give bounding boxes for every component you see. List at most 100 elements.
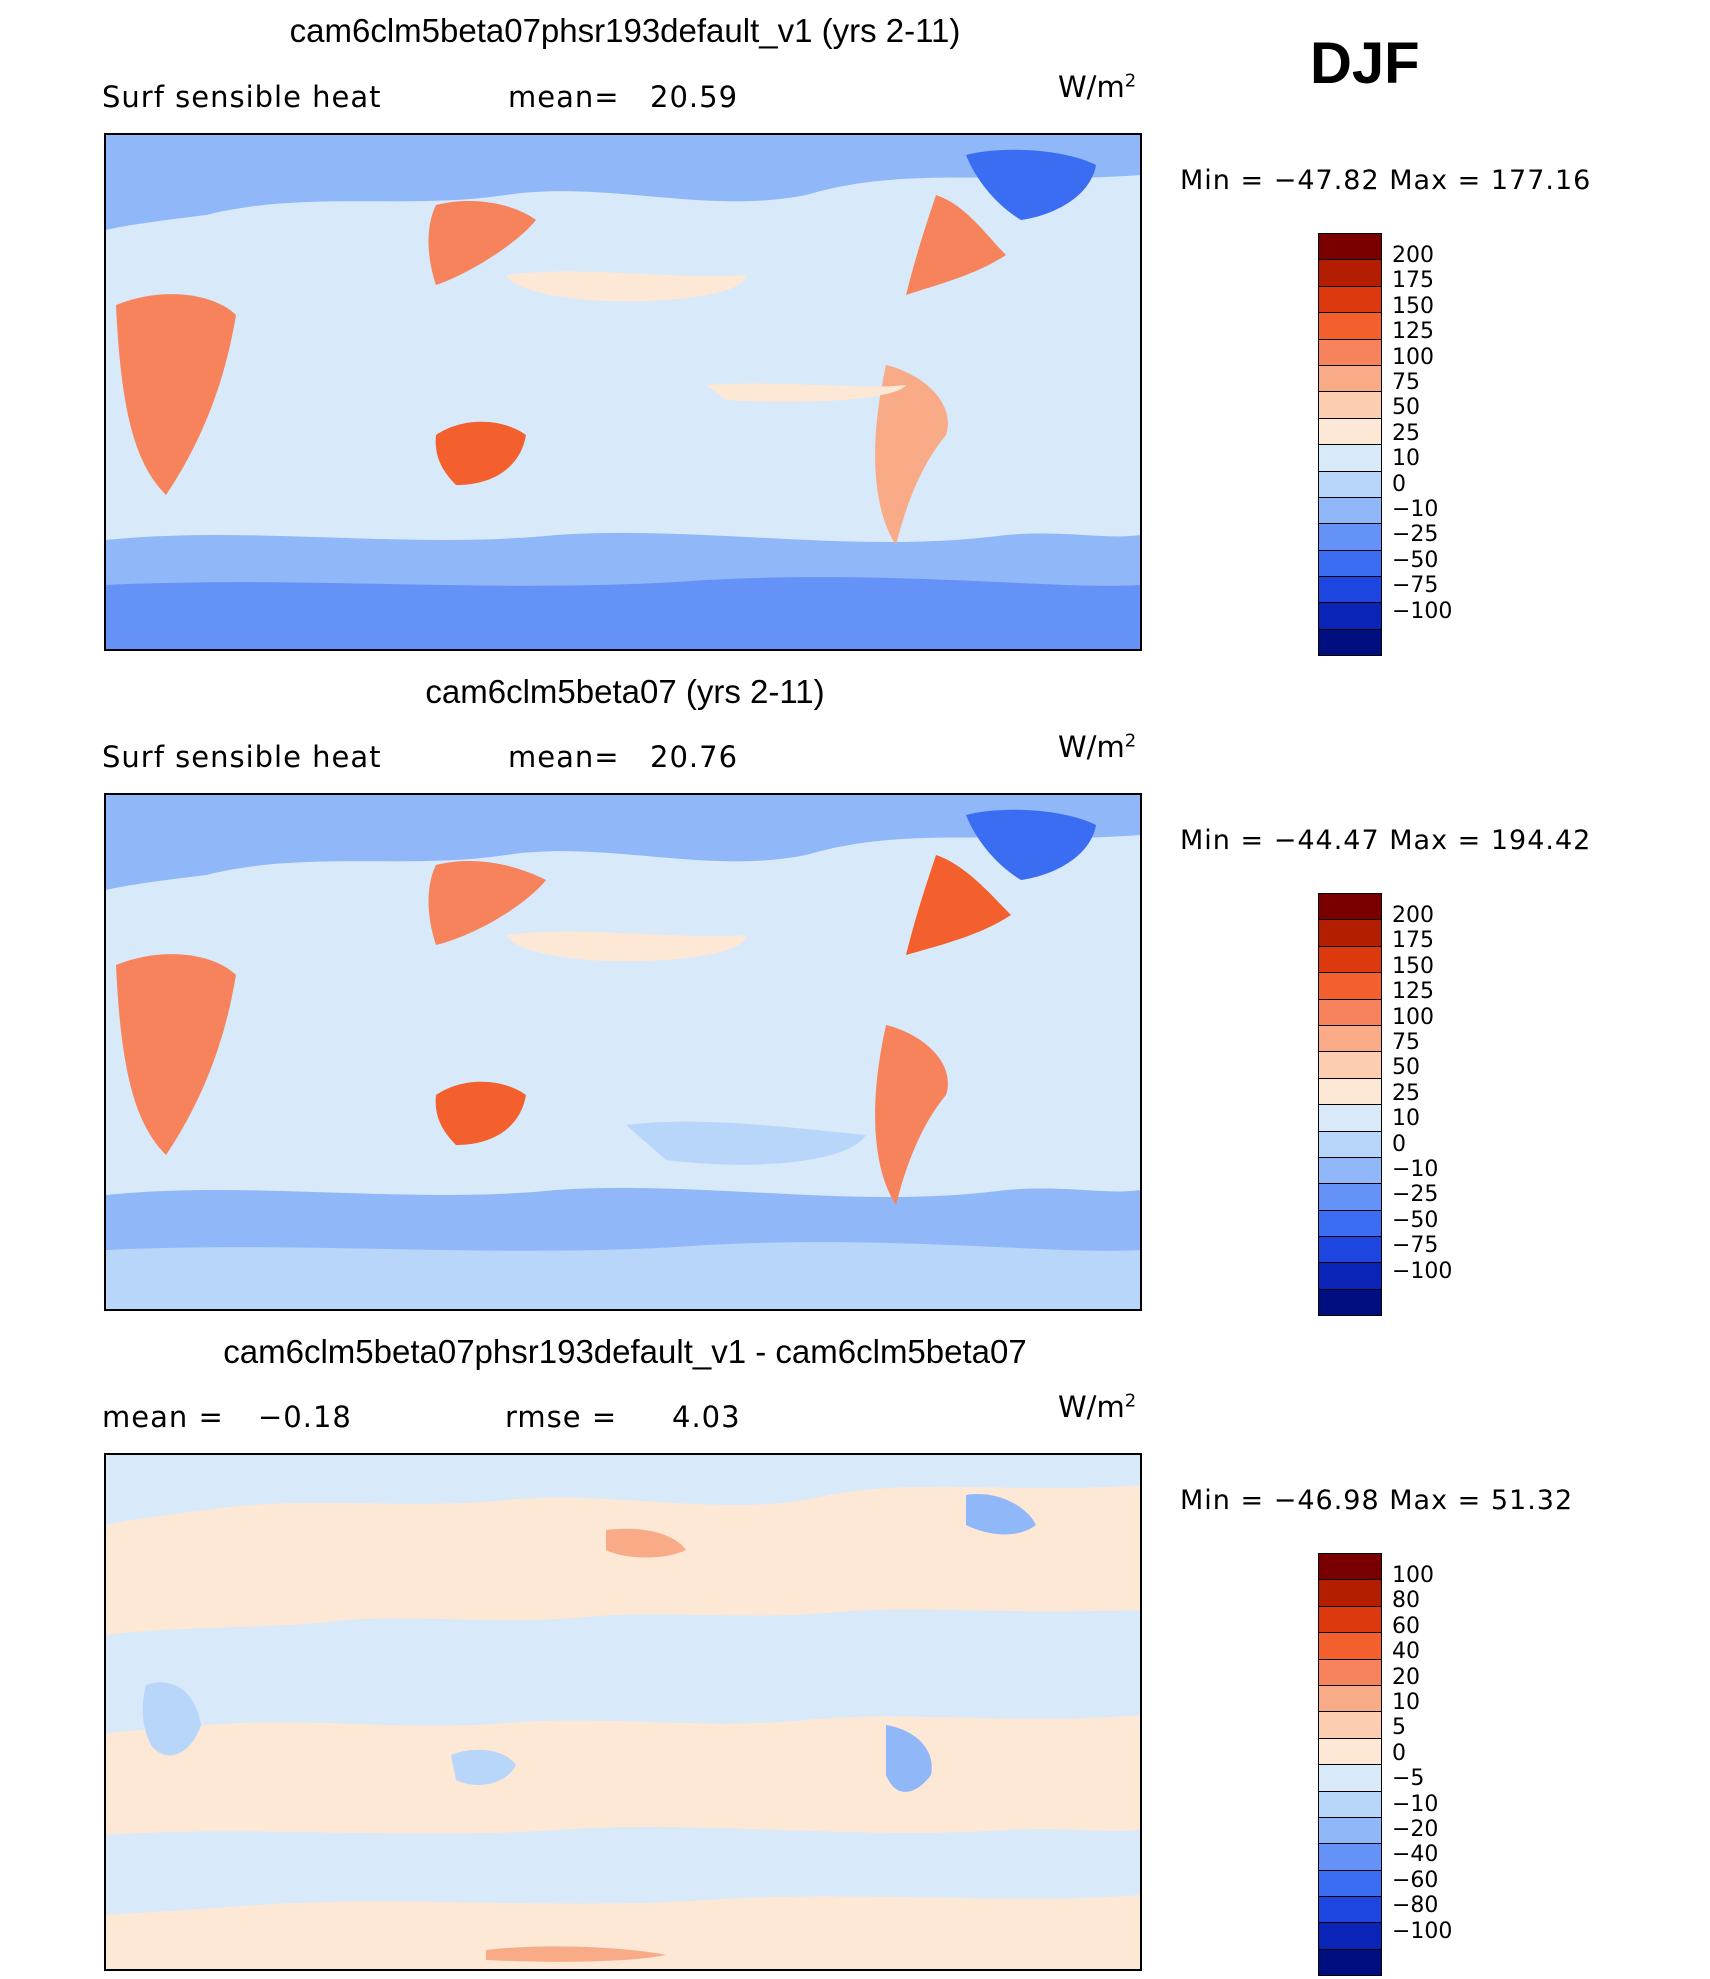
panel-1-colorbar-tick-label: 150 <box>1392 293 1434 319</box>
panel-3-colorbar-tick-label: −5 <box>1392 1766 1425 1792</box>
panel-2-colorbar-swatch <box>1318 1262 1382 1289</box>
panel-2-colorbar-swatch <box>1318 1183 1382 1210</box>
panel-2-colorbar-swatch <box>1318 1051 1382 1078</box>
panel-1-colorbar <box>1318 233 1382 657</box>
panel-2-colorbar-swatch <box>1318 1209 1382 1237</box>
panel-3-colorbar-swatch <box>1318 1896 1382 1923</box>
panel-1-colorbar-tick-label: −50 <box>1392 547 1439 573</box>
panel-3-min-value: −46.98 <box>1273 1485 1380 1516</box>
panel-2-colorbar-tick-label: −100 <box>1392 1258 1453 1284</box>
panel-1-colorbar-swatch <box>1318 602 1382 629</box>
panel-3-colorbar-swatch <box>1318 1632 1382 1659</box>
panel-1-colorbar-tick-label: 200 <box>1392 243 1434 268</box>
panel-1-colorbar-swatch <box>1318 496 1382 524</box>
panel-1-colorbar-tick-label: −25 <box>1392 522 1439 548</box>
panel-3-colorbar-tick-label: 40 <box>1392 1639 1420 1665</box>
panel-3-colorbar-swatch <box>1318 1843 1382 1870</box>
panel-3-title: cam6clm5beta07phsr193default_v1 - cam6cl… <box>223 1333 1027 1370</box>
panel-2-colorbar-tick-label: −25 <box>1392 1182 1439 1208</box>
panel-2-mean-value: 20.76 <box>650 740 739 774</box>
panel-2-max-value: 194.42 <box>1490 825 1592 856</box>
panel-3-colorbar-swatch <box>1318 1684 1382 1712</box>
panel-3-colorbar-tick-label: 60 <box>1392 1613 1420 1639</box>
panel-2-colorbar-swatch <box>1318 893 1382 920</box>
panel-2-min-value: −44.47 <box>1273 825 1380 856</box>
panel-3-map <box>104 1453 1142 1971</box>
panel-1-min-value: −47.82 <box>1273 165 1380 196</box>
panel-1-colorbar-swatch <box>1318 470 1382 497</box>
panel-1-colorbar-swatch <box>1318 364 1382 392</box>
panel-2-colorbar-tick-label: −75 <box>1392 1233 1439 1259</box>
panel-3-colorbar-tick-label: −20 <box>1392 1817 1439 1842</box>
panel-3-colorbar-tick-label: 10 <box>1392 1690 1420 1715</box>
panel-3-colorbar-tick-label: 20 <box>1392 1664 1420 1690</box>
panel-1-colorbar-tick-label: 125 <box>1392 319 1434 345</box>
panel-2-colorbar-tick-label: 25 <box>1392 1080 1420 1106</box>
panel-2-colorbar-swatch <box>1318 1130 1382 1157</box>
panel-3-colorbar <box>1318 1553 1382 1977</box>
panel-3-colorbar-tick-label: −60 <box>1392 1867 1439 1893</box>
panel-2-max-label: Max = <box>1389 825 1482 856</box>
panel-1-max-value: 177.16 <box>1490 165 1592 196</box>
panel-1-min-label: Min = <box>1180 165 1265 196</box>
panel-2-minmax: Min = −44.47 Max = 194.42 <box>1180 825 1591 856</box>
panel-1-colorbar-swatch <box>1318 233 1382 260</box>
panel-2-colorbar-tick-label: 0 <box>1392 1131 1406 1157</box>
panel-2-units: W/m2 <box>1058 730 1137 764</box>
panel-1-colorbar-swatch <box>1318 312 1382 339</box>
panel-1-colorbar-swatch <box>1318 523 1382 550</box>
panel-2-variable-label: Surf sensible heat <box>102 740 382 774</box>
panel-3-max-value: 51.32 <box>1490 1485 1574 1516</box>
panel-2-mean-label: mean= <box>508 740 620 774</box>
panel-3-colorbar-swatch <box>1318 1816 1382 1844</box>
panel-2-colorbar-swatch <box>1318 998 1382 1025</box>
panel-1-colorbar-swatch <box>1318 628 1382 657</box>
panel-3-max-label: Max = <box>1389 1485 1482 1516</box>
panel-2-colorbar-tick-label: 125 <box>1392 979 1434 1005</box>
panel-3-colorbar-swatch <box>1318 1737 1382 1765</box>
panel-1-colorbar-tick-label: 175 <box>1392 268 1434 294</box>
panel-3-colorbar-tick-label: −80 <box>1392 1893 1439 1919</box>
panel-1-title: cam6clm5beta07phsr193default_v1 (yrs 2-1… <box>289 12 961 49</box>
panel-1-minmax: Min = −47.82 Max = 177.16 <box>1180 165 1591 196</box>
panel-2-colorbar-tick-label: 10 <box>1392 1106 1420 1132</box>
panel-2-colorbar-swatch <box>1318 1236 1382 1263</box>
panel-3-colorbar-tick-label: −100 <box>1392 1918 1453 1944</box>
panel-3-colorbar-swatch <box>1318 1764 1382 1791</box>
panel-2-colorbar-swatch <box>1318 1024 1382 1052</box>
panel-1-colorbar-tick-label: −10 <box>1392 497 1439 522</box>
panel-1-colorbar-swatch <box>1318 549 1382 577</box>
panel-3-colorbar-swatch <box>1318 1869 1382 1897</box>
panel-3-colorbar-swatch <box>1318 1711 1382 1738</box>
panel-1-colorbar-tick-label: 25 <box>1392 420 1420 446</box>
panel-2-map <box>104 793 1142 1311</box>
panel-2-colorbar-swatch <box>1318 1077 1382 1105</box>
panel-2-colorbar-swatch <box>1318 1104 1382 1131</box>
panel-3-colorbar-tick-label: 5 <box>1392 1715 1406 1741</box>
panel-2-colorbar-tick-label: −10 <box>1392 1157 1439 1182</box>
panel-1-variable-label: Surf sensible heat <box>102 80 382 114</box>
panel-3-colorbar-tick-label: 80 <box>1392 1588 1420 1614</box>
panel-1-units: W/m2 <box>1058 70 1137 104</box>
panel-1-colorbar-swatch <box>1318 338 1382 365</box>
panel-2-colorbar-swatch <box>1318 945 1382 973</box>
panel-1-colorbar-swatch <box>1318 444 1382 471</box>
panel-1-map <box>104 133 1142 651</box>
panel-1-colorbar-tick-label: 10 <box>1392 446 1420 472</box>
panel-3-colorbar-tick-label: 0 <box>1392 1740 1406 1766</box>
panel-3-min-label: Min = <box>1180 1485 1265 1516</box>
panel-2-colorbar-tick-label: 150 <box>1392 953 1434 979</box>
panel-1-colorbar-swatch <box>1318 285 1382 313</box>
panel-3-colorbar-swatch <box>1318 1553 1382 1580</box>
season-label: DJF <box>1310 31 1420 96</box>
panel-1-colorbar-swatch <box>1318 259 1382 286</box>
panel-2-colorbar-tick-label: 50 <box>1392 1055 1420 1081</box>
panel-3-colorbar-tick-label: −10 <box>1392 1791 1439 1817</box>
panel-1-colorbar-swatch <box>1318 417 1382 445</box>
panel-2-colorbar-tick-label: 200 <box>1392 903 1434 928</box>
panel-1-mean-value: 20.59 <box>650 80 739 114</box>
panel-3-mean-label: mean = <box>102 1400 224 1434</box>
panel-2-colorbar-swatch <box>1318 1156 1382 1184</box>
panel-2-min-label: Min = <box>1180 825 1265 856</box>
panel-3-colorbar-swatch <box>1318 1948 1382 1977</box>
